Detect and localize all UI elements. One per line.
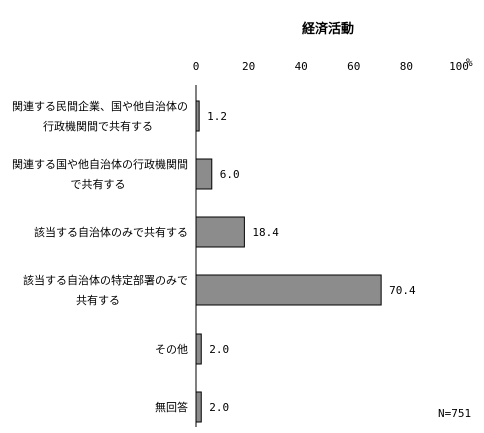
category-label-line: 関連する民間企業、国や他自治体の <box>12 99 188 113</box>
value-label: 2.0 <box>209 343 229 356</box>
bar <box>195 391 202 423</box>
category-label-line: 関連する国や他自治体の行政機関間 <box>12 157 188 171</box>
value-label: 6.0 <box>220 168 240 181</box>
value-label: 1.2 <box>207 110 227 123</box>
x-tick-label: 100 <box>449 60 469 73</box>
category-label-line: 行政機関間で共有する <box>43 119 153 133</box>
bar <box>195 274 382 306</box>
x-tick-label: 60 <box>347 60 360 73</box>
x-tick-label: 0 <box>193 60 200 73</box>
bar <box>195 158 213 190</box>
category-label: その他 <box>155 343 188 356</box>
category-label-line: で共有する <box>71 177 126 191</box>
x-axis-ticks: 0 20 40 60 80 100 <box>193 60 469 73</box>
x-tick-label: 20 <box>242 60 255 73</box>
chart-title: 経済活動 <box>302 21 354 37</box>
category-label-line: その他 <box>155 343 188 356</box>
value-label: 2.0 <box>209 401 229 414</box>
value-label: 18.4 <box>252 226 279 239</box>
category-label-line: 無回答 <box>155 400 188 414</box>
category-label-line: 共有する <box>76 293 120 307</box>
bar <box>195 100 200 132</box>
x-tick-label: 80 <box>400 60 413 73</box>
category-labels: 関連する民間企業、国や他自治体の行政機関間で共有する関連する国や他自治体の行政機… <box>12 99 188 414</box>
sample-size-note: N=751 <box>438 407 471 420</box>
category-label-line: 該当する自治体のみで共有する <box>34 225 188 239</box>
bar <box>195 216 245 248</box>
category-label: 該当する自治体のみで共有する <box>34 225 188 239</box>
value-label: 70.4 <box>389 284 416 297</box>
unit-label: % <box>466 56 473 69</box>
x-tick-label: 40 <box>295 60 308 73</box>
bar <box>195 333 202 365</box>
category-label-line: 該当する自治体の特定部署のみで <box>23 273 188 287</box>
bars: 1.2 6.0 18.4 70.4 2.0 2.0 <box>195 100 416 423</box>
category-label: 無回答 <box>155 400 188 414</box>
